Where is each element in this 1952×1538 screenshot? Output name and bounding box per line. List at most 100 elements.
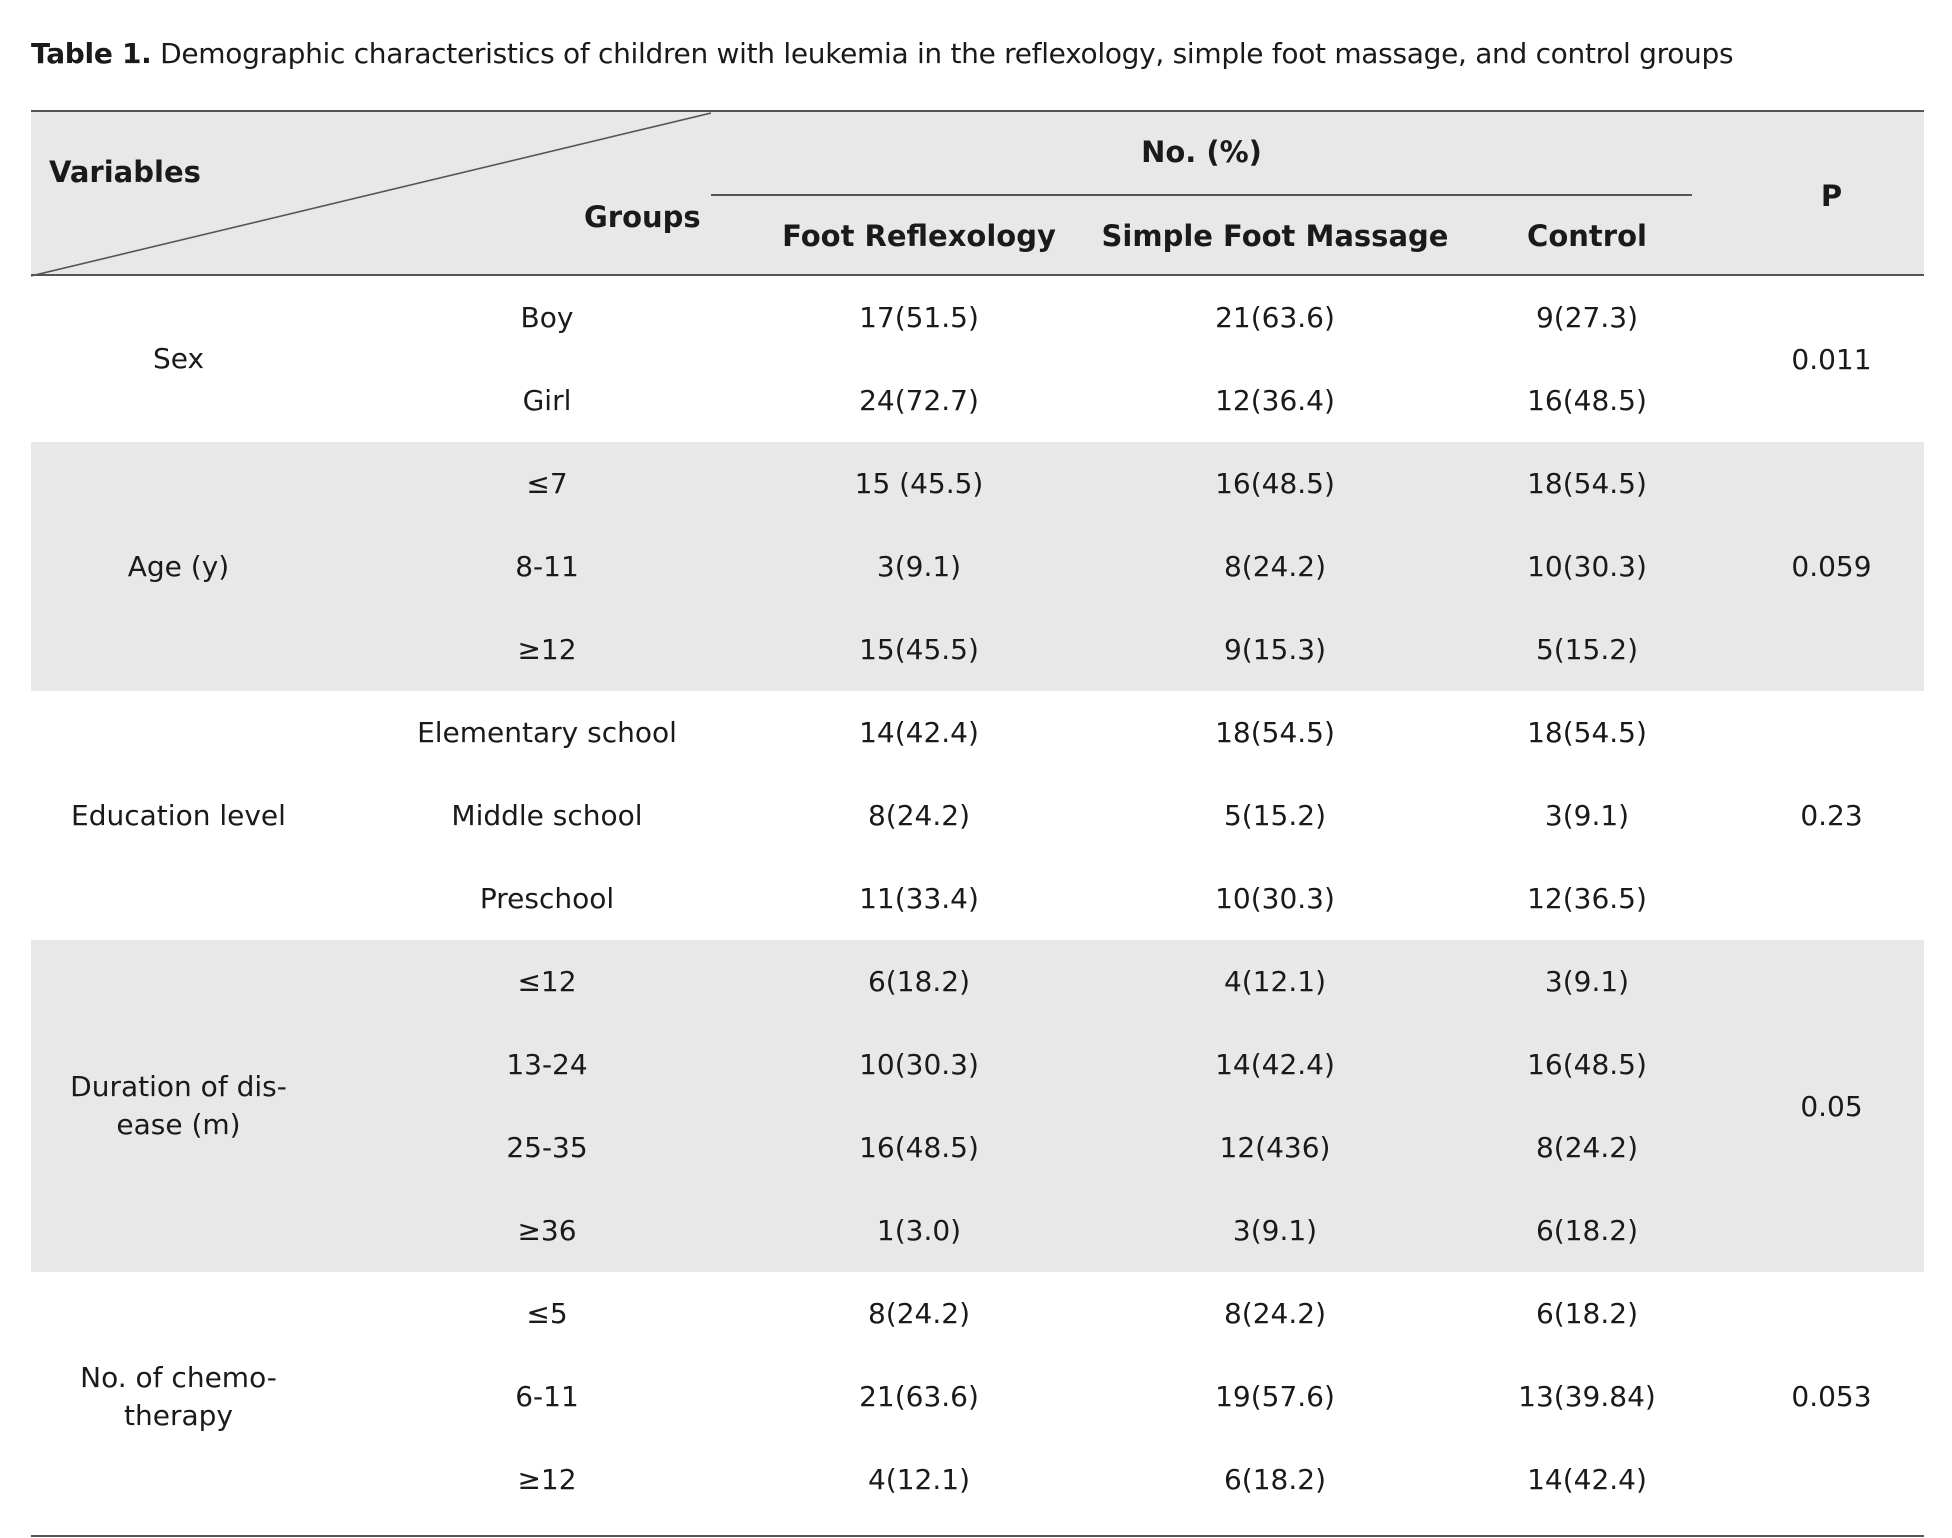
demographics-table: Variables Groups No. (%) Foot Reflexolog… <box>31 110 1924 1537</box>
control-cell: 18(54.5) <box>1527 467 1647 500</box>
foot-reflexology-cell: 24(72.7) <box>859 384 979 417</box>
table-row: 6-11 21(63.6) 19(57.6) 13(39.84) <box>31 1355 1924 1438</box>
p-value-cell: 0.23 <box>1800 799 1863 832</box>
foot-reflexology-cell: 1(3.0) <box>876 1214 962 1247</box>
table-row: ≥36 1(3.0) 3(9.1) 6(18.2) <box>31 1189 1924 1272</box>
control-cell: 6(18.2) <box>1535 1214 1638 1247</box>
simple-foot-massage-cell: 8(24.2) <box>1223 1297 1326 1330</box>
header-foot-reflexology: Foot Reflexology <box>782 219 1056 253</box>
foot-reflexology-cell: 6(18.2) <box>867 965 970 998</box>
simple-foot-massage-cell: 12(36.4) <box>1215 384 1335 417</box>
control-cell: 6(18.2) <box>1535 1297 1638 1330</box>
foot-reflexology-cell: 8(24.2) <box>867 799 970 832</box>
simple-foot-massage-cell: 16(48.5) <box>1215 467 1335 500</box>
row-group: Elementary school 14(42.4) 18(54.5) 18(54.5… <box>31 691 1924 940</box>
subcategory-cell: ≥12 <box>517 633 577 666</box>
foot-reflexology-cell: 14(42.4) <box>859 716 979 749</box>
subcategory-cell: 25-35 <box>506 1131 588 1164</box>
p-value-cell: 0.05 <box>1800 1089 1863 1123</box>
simple-foot-massage-cell: 12(436) <box>1219 1131 1331 1164</box>
control-cell: 16(48.5) <box>1527 384 1647 417</box>
foot-reflexology-cell: 15(45.5) <box>859 633 979 666</box>
subcategory-cell: 13-24 <box>506 1048 588 1081</box>
header-control: Control <box>1527 219 1647 253</box>
foot-reflexology-cell: 4(12.1) <box>867 1463 970 1496</box>
p-value-cell: 0.059 <box>1791 550 1872 583</box>
subcategory-cell: ≤12 <box>517 965 577 998</box>
simple-foot-massage-cell: 18(54.5) <box>1215 716 1335 749</box>
control-cell: 9(27.3) <box>1535 301 1638 334</box>
table-title: Demographic characteristics of children … <box>151 37 1734 70</box>
simple-foot-massage-cell: 9(15.3) <box>1223 633 1326 666</box>
p-value-cell: 0.053 <box>1791 1380 1872 1413</box>
foot-reflexology-cell: 16(48.5) <box>859 1131 979 1164</box>
row-group: ≤7 15 (45.5) 16(48.5) 18(54.5) 8-11 3(9.1) 8(2… <box>31 442 1924 691</box>
control-cell: 12(36.5) <box>1527 882 1647 915</box>
table-header: Variables Groups No. (%) Foot Reflexolog… <box>31 110 1924 277</box>
control-cell: 16(48.5) <box>1527 1048 1647 1081</box>
control-cell: 8(24.2) <box>1535 1131 1638 1164</box>
control-cell: 3(9.1) <box>1544 965 1630 998</box>
table-row: Girl 24(72.7) 12(36.4) 16(48.5) <box>31 359 1924 442</box>
subcategory-cell: ≤5 <box>526 1297 568 1330</box>
table-row: 13-24 10(30.3) 14(42.4) 16(48.5) <box>31 1023 1924 1106</box>
table-row: 8-11 3(9.1) 8(24.2) 10(30.3) <box>31 525 1924 608</box>
foot-reflexology-cell: 21(63.6) <box>859 1380 979 1413</box>
header-no-pct: No. (%) <box>1141 135 1262 169</box>
simple-foot-massage-cell: 21(63.6) <box>1215 301 1335 334</box>
table-row: Preschool 11(33.4) 10(30.3) 12(36.5) <box>31 857 1924 940</box>
table-body: Boy 17(51.5) 21(63.6) 9(27.3) Girl 24(72.7) 12… <box>31 276 1924 1521</box>
variable-label: Education level <box>71 798 286 832</box>
control-cell: 3(9.1) <box>1544 799 1630 832</box>
table-row: ≥12 15(45.5) 9(15.3) 5(15.2) <box>31 608 1924 691</box>
variable-label: Age (y) <box>127 549 230 583</box>
table-row: ≤12 6(18.2) 4(12.1) 3(9.1) <box>31 940 1924 1023</box>
foot-reflexology-cell: 15 (45.5) <box>854 467 984 500</box>
table-row: Elementary school 14(42.4) 18(54.5) 18(54.5… <box>31 691 1924 774</box>
variable-cell: No. of chemo-therapy <box>31 1272 326 1521</box>
simple-foot-massage-cell: 19(57.6) <box>1215 1380 1335 1413</box>
foot-reflexology-cell: 10(30.3) <box>859 1048 979 1081</box>
header-simple-foot-massage: Simple Foot Massage <box>1101 219 1449 253</box>
foot-reflexology-cell: 17(51.5) <box>859 301 979 334</box>
subcategory-cell: Middle school <box>451 799 643 832</box>
table-row: ≤7 15 (45.5) 16(48.5) 18(54.5) <box>31 442 1924 525</box>
row-group: Boy 17(51.5) 21(63.6) 9(27.3) Girl 24(72.7) 12… <box>31 276 1924 442</box>
simple-foot-massage-cell: 10(30.3) <box>1215 882 1335 915</box>
control-cell: 18(54.5) <box>1527 716 1647 749</box>
variable-cell: Duration of dis-ease (m) <box>31 940 326 1272</box>
table-row: 25-35 16(48.5) 12(436) 8(24.2) <box>31 1106 1924 1189</box>
subcategory-cell: Girl <box>522 384 572 417</box>
subcategory-cell: 6-11 <box>515 1380 579 1413</box>
table-row: ≥12 4(12.1) 6(18.2) 14(42.4) <box>31 1438 1924 1521</box>
simple-foot-massage-cell: 8(24.2) <box>1223 550 1326 583</box>
variable-cell: Education level <box>31 691 326 940</box>
control-cell: 13(39.84) <box>1518 1380 1656 1413</box>
foot-reflexology-cell: 11(33.4) <box>859 882 979 915</box>
subcategory-cell: Elementary school <box>417 716 677 749</box>
p-value-cell: 0.011 <box>1791 342 1872 376</box>
subcategory-cell: 8-11 <box>515 550 579 583</box>
subcategory-cell: ≤7 <box>526 467 568 500</box>
control-cell: 14(42.4) <box>1527 1463 1647 1496</box>
simple-foot-massage-cell: 4(12.1) <box>1223 965 1326 998</box>
subcategory-cell: Preschool <box>479 882 615 915</box>
row-group: ≤12 6(18.2) 4(12.1) 3(9.1) 13-24 10(30.3) 14(4… <box>31 940 1924 1272</box>
subcategory-cell: ≥12 <box>517 1463 577 1496</box>
subcategory-cell: ≥36 <box>517 1214 577 1247</box>
header-p: P <box>1820 179 1843 213</box>
header-groups: Groups <box>584 200 701 234</box>
header-subrule <box>711 194 1692 196</box>
variable-label: Sex <box>152 342 205 375</box>
table-label: Table 1. <box>31 37 152 70</box>
simple-foot-massage-cell: 5(15.2) <box>1223 799 1326 832</box>
variable-label: No. of chemo-therapy <box>80 1360 277 1432</box>
table-row: Middle school 8(24.2) 5(15.2) 3(9.1) <box>31 774 1924 857</box>
foot-reflexology-cell: 8(24.2) <box>867 1297 970 1330</box>
control-cell: 10(30.3) <box>1527 550 1647 583</box>
table-caption: Table 1. Demographic characteristics of … <box>31 34 1734 74</box>
table-row: ≤5 8(24.2) 8(24.2) 6(18.2) <box>31 1272 1924 1355</box>
table-row: Boy 17(51.5) 21(63.6) 9(27.3) <box>31 276 1924 359</box>
header-variables: Variables <box>49 155 201 189</box>
simple-foot-massage-cell: 3(9.1) <box>1232 1214 1318 1247</box>
